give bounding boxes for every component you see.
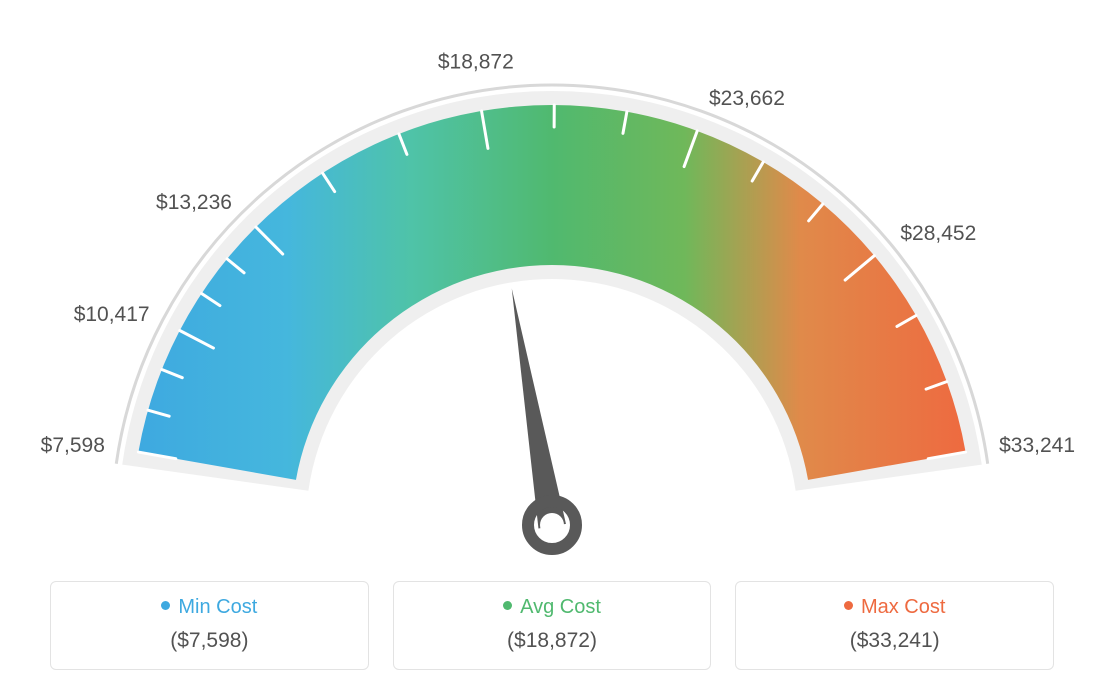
gauge-svg <box>0 0 1104 560</box>
gauge-tick-label: $7,598 <box>41 434 105 458</box>
gauge-area: $7,598 $10,417 $13,236 $18,872 $23,662 $28,45… <box>0 0 1104 560</box>
dot-avg-icon <box>503 601 512 610</box>
legend-value-min: ($7,598) <box>61 629 358 653</box>
dot-min-icon <box>161 601 170 610</box>
legend-title-min: Min Cost <box>61 596 358 619</box>
legend-title-max-text: Max Cost <box>861 596 945 618</box>
legend-title-avg-text: Avg Cost <box>520 596 601 618</box>
gauge-chart-container: $7,598 $10,417 $13,236 $18,872 $23,662 $28,45… <box>0 0 1104 690</box>
gauge-tick-label: $13,236 <box>156 191 232 215</box>
gauge-tick-label: $33,241 <box>999 434 1075 458</box>
gauge-tick-label: $28,452 <box>900 222 976 246</box>
gauge-tick-label: $23,662 <box>709 87 785 111</box>
gauge-tick-label: $10,417 <box>74 303 150 327</box>
legend-title-min-text: Min Cost <box>178 596 257 618</box>
legend-title-max: Max Cost <box>746 596 1043 619</box>
legend-card-max: Max Cost ($33,241) <box>735 581 1054 670</box>
legend-row: Min Cost ($7,598) Avg Cost ($18,872) Max… <box>50 581 1054 670</box>
legend-value-max: ($33,241) <box>746 629 1043 653</box>
gauge-tick-label: $18,872 <box>438 51 514 75</box>
legend-card-min: Min Cost ($7,598) <box>50 581 369 670</box>
dot-max-icon <box>844 601 853 610</box>
legend-title-avg: Avg Cost <box>404 596 701 619</box>
legend-card-avg: Avg Cost ($18,872) <box>393 581 712 670</box>
legend-value-avg: ($18,872) <box>404 629 701 653</box>
